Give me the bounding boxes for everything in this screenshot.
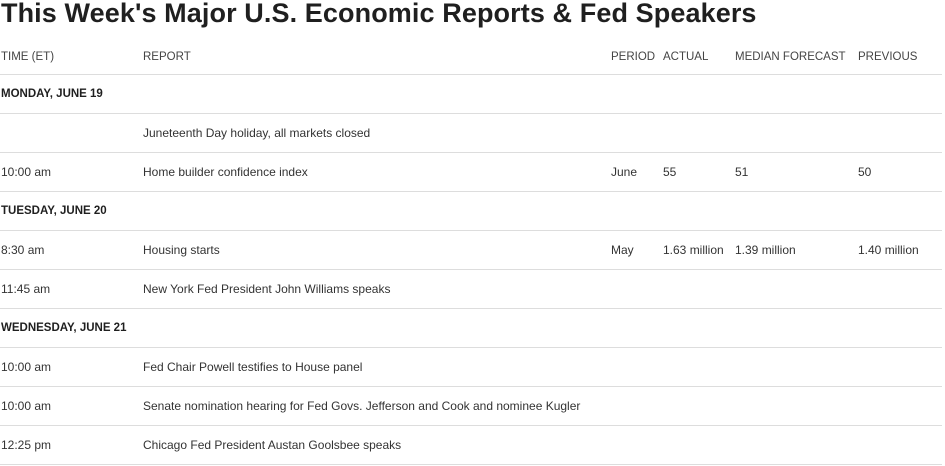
header-period: PERIOD: [610, 39, 662, 75]
cell-previous: 50: [857, 152, 942, 192]
cell-median: [734, 425, 857, 465]
cell-time: 12:25 pm: [0, 425, 142, 465]
cell-previous: [857, 425, 942, 465]
cell-actual: 55: [662, 152, 734, 192]
table-header-row: TIME (ET) REPORT PERIOD ACTUAL MEDIAN FO…: [0, 39, 942, 75]
economic-calendar-table: TIME (ET) REPORT PERIOD ACTUAL MEDIAN FO…: [0, 39, 942, 465]
cell-median: 1.39 million: [734, 230, 857, 270]
cell-period: [610, 113, 662, 153]
cell-period: [610, 425, 662, 465]
cell-period: May: [610, 230, 662, 270]
cell-actual: [662, 113, 734, 153]
cell-actual: [662, 347, 734, 387]
day-header-row: MONDAY, JUNE 19: [0, 74, 942, 114]
cell-actual: [662, 269, 734, 309]
cell-median: [734, 347, 857, 387]
table-row: 8:30 am Housing starts May 1.63 million …: [0, 230, 942, 270]
cell-actual: [662, 425, 734, 465]
cell-period: [610, 386, 662, 426]
cell-previous: [857, 386, 942, 426]
cell-actual: [662, 386, 734, 426]
cell-report: Senate nomination hearing for Fed Govs. …: [142, 386, 610, 426]
cell-period: [610, 347, 662, 387]
day-label-wednesday: WEDNESDAY, JUNE 21: [0, 308, 942, 348]
cell-median: [734, 269, 857, 309]
header-previous: PREVIOUS: [857, 39, 942, 75]
cell-previous: [857, 113, 942, 153]
cell-time: 8:30 am: [0, 230, 142, 270]
cell-period: June: [610, 152, 662, 192]
header-time: TIME (ET): [0, 39, 142, 75]
cell-previous: 1.40 million: [857, 230, 942, 270]
cell-time: 10:00 am: [0, 347, 142, 387]
cell-median: [734, 113, 857, 153]
cell-time: 10:00 am: [0, 386, 142, 426]
table-row: 12:25 pm Chicago Fed President Austan Go…: [0, 425, 942, 465]
table-row: 10:00 am Fed Chair Powell testifies to H…: [0, 347, 942, 387]
header-median-forecast: MEDIAN FORECAST: [734, 39, 857, 75]
table-row: Juneteenth Day holiday, all markets clos…: [0, 113, 942, 153]
cell-median: 51: [734, 152, 857, 192]
day-label-monday: MONDAY, JUNE 19: [0, 74, 942, 114]
cell-report: Chicago Fed President Austan Goolsbee sp…: [142, 425, 610, 465]
cell-report: Fed Chair Powell testifies to House pane…: [142, 347, 610, 387]
cell-report: Home builder confidence index: [142, 152, 610, 192]
day-header-row: TUESDAY, JUNE 20: [0, 191, 942, 231]
cell-time: 11:45 am: [0, 269, 142, 309]
cell-previous: [857, 269, 942, 309]
day-header-row: WEDNESDAY, JUNE 21: [0, 308, 942, 348]
header-report: REPORT: [142, 39, 610, 75]
cell-report: Housing starts: [142, 230, 610, 270]
cell-actual: 1.63 million: [662, 230, 734, 270]
cell-previous: [857, 347, 942, 387]
header-actual: ACTUAL: [662, 39, 734, 75]
cell-time: 10:00 am: [0, 152, 142, 192]
cell-time: [0, 113, 142, 153]
cell-report: Juneteenth Day holiday, all markets clos…: [142, 113, 610, 153]
table-row: 10:00 am Home builder confidence index J…: [0, 152, 942, 192]
table-row: 11:45 am New York Fed President John Wil…: [0, 269, 942, 309]
page-title: This Week's Major U.S. Economic Reports …: [1, 0, 757, 28]
cell-median: [734, 386, 857, 426]
cell-report: New York Fed President John Williams spe…: [142, 269, 610, 309]
table-row: 10:00 am Senate nomination hearing for F…: [0, 386, 942, 426]
day-label-tuesday: TUESDAY, JUNE 20: [0, 191, 942, 231]
cell-period: [610, 269, 662, 309]
